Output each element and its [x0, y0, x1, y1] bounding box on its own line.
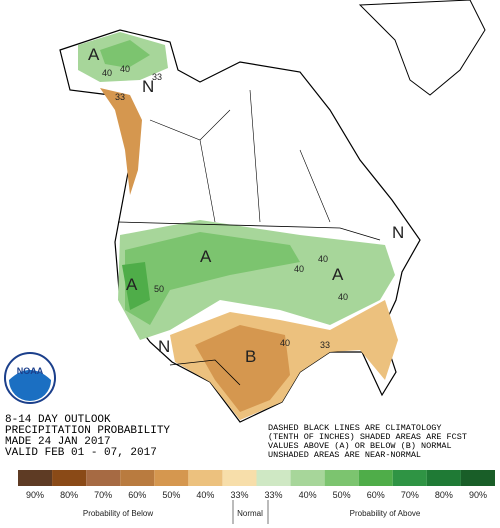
legend-swatch — [86, 470, 121, 486]
legend-label: 60% — [367, 490, 385, 500]
legend-label: 50% — [333, 490, 351, 500]
legend-label: 80% — [60, 490, 78, 500]
legend-label: 80% — [435, 490, 453, 500]
above-title: Probability of Above — [350, 509, 421, 518]
legend-label: 90% — [26, 490, 44, 500]
legend-label: 90% — [469, 490, 487, 500]
legend-swatch — [460, 470, 495, 486]
legend-swatch — [290, 470, 325, 486]
map-label: N — [142, 77, 154, 96]
map-label: 40 — [318, 254, 328, 264]
map-label: A — [126, 275, 138, 294]
header-line: 8-14 DAY OUTLOOK — [5, 414, 111, 426]
below-title: Probability of Below — [83, 509, 153, 518]
map-label: N — [158, 337, 170, 356]
map-label: 33 — [320, 340, 330, 350]
panhandle-below — [100, 88, 142, 195]
header-line: VALID FEB 01 - 07, 2017 — [5, 447, 157, 459]
legend-swatch — [18, 470, 53, 486]
legend-swatch — [52, 470, 87, 486]
map-label: 40 — [120, 64, 130, 74]
map-label: A — [88, 45, 100, 64]
legend-swatch — [154, 470, 189, 486]
map-label: A — [332, 265, 344, 284]
header-line: PRECIPITATION PROBABILITY — [5, 425, 170, 437]
note-line: VALUES ABOVE (A) OR BELOW (B) NORMAL — [268, 441, 452, 451]
map-label: 33 — [152, 72, 162, 82]
noaa-logo: NOAA — [4, 352, 56, 404]
legend-swatch — [256, 470, 291, 486]
legend-swatch — [358, 470, 393, 486]
map-label: 40 — [102, 68, 112, 78]
south-below-core — [195, 325, 290, 412]
map-label: 50 — [154, 284, 164, 294]
map-label: A — [200, 247, 212, 266]
legend-swatch — [324, 470, 359, 486]
us-above-core — [125, 232, 300, 325]
map-label: 40 — [280, 338, 290, 348]
map-label: 40 — [338, 292, 348, 302]
legend-label: 33% — [265, 490, 283, 500]
legend-swatch — [426, 470, 461, 486]
note-line: DASHED BLACK LINES ARE CLIMATOLOGY — [268, 423, 441, 433]
map-label: 33 — [115, 92, 125, 102]
legend-swatch — [222, 470, 257, 486]
legend-label: 60% — [128, 490, 146, 500]
legend-swatch — [188, 470, 223, 486]
legend-label: 40% — [299, 490, 317, 500]
map-label: N — [392, 223, 404, 242]
california-above — [122, 262, 150, 310]
province-lines — [149, 89, 331, 223]
legend-label: 50% — [162, 490, 180, 500]
border — [117, 221, 381, 241]
legend-label: 33% — [230, 490, 248, 500]
note-line: (TENTH OF INCHES) SHADED AREAS ARE FCST — [268, 432, 467, 442]
header-line: MADE 24 JAN 2017 — [5, 436, 111, 448]
legend-label: 70% — [401, 490, 419, 500]
legend-label: 40% — [196, 490, 214, 500]
border — [169, 359, 241, 386]
greenland — [358, 0, 486, 96]
legend-label: 70% — [94, 490, 112, 500]
legend-swatch — [120, 470, 155, 486]
map-label: B — [245, 347, 256, 366]
legend-swatch — [392, 470, 427, 486]
map-label: 40 — [294, 264, 304, 274]
logo-text: NOAA — [17, 366, 44, 376]
alaska-above-core — [100, 40, 150, 68]
note-line: UNSHADED AREAS ARE NEAR-NORMAL — [268, 450, 421, 460]
legend: 90% 80% 70% 60% 50% 40% 33% 33% 40% 50% 60% 70% 80% 9… — [18, 470, 495, 500]
normal-title: Normal — [237, 509, 263, 518]
